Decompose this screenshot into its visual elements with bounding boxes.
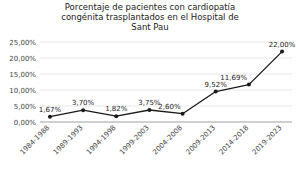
marks — [48, 50, 284, 119]
y-tick-label: 15,00% — [9, 71, 36, 79]
y-tick-label: 10,00% — [9, 87, 36, 95]
data-label: 9,52% — [205, 81, 228, 89]
grid-line — [40, 58, 292, 59]
x-tick-label: 1984-1988 — [19, 124, 52, 157]
marker — [81, 108, 85, 112]
x-tick-label: 1999-2003 — [118, 124, 151, 157]
grid-line — [40, 90, 292, 91]
marker — [247, 83, 251, 87]
title: Porcentaje de pacientes con cardiopatíac… — [61, 2, 239, 32]
marker — [181, 112, 185, 116]
data-label: 2,60% — [158, 103, 181, 111]
x-tick-label: 2004-2008 — [151, 124, 184, 157]
marker — [48, 115, 52, 119]
marker — [214, 90, 218, 94]
marker — [114, 114, 118, 118]
marker — [280, 50, 284, 54]
line — [50, 52, 282, 117]
title-line: Sant Pau — [131, 22, 168, 32]
data-label: 3,70% — [72, 99, 95, 107]
data-label: 22,00% — [269, 41, 296, 49]
y-tick-label: 5,00% — [14, 103, 37, 111]
grid-line — [40, 74, 292, 75]
title-line: Porcentaje de pacientes con cardiopatía — [65, 2, 235, 12]
x-tick-label: 1989-1993 — [52, 124, 85, 157]
x-axis-line — [40, 122, 292, 123]
y-tick-label: 0,00% — [14, 119, 37, 127]
y-tick-label: 25,00% — [9, 39, 36, 47]
x-tick-label: 2014-2018 — [218, 124, 251, 157]
data-label: 11,69% — [220, 74, 247, 82]
x-tick-label: 2019-2023 — [251, 124, 284, 157]
chart: Porcentaje de pacientes con cardiopatíac… — [0, 0, 300, 175]
title-line: congénita trasplantados en el Hospital d… — [61, 12, 239, 22]
x-tick-label: 2009-2013 — [185, 124, 218, 157]
y-tick-label: 20,00% — [9, 55, 36, 63]
data-label: 1,67% — [39, 106, 62, 114]
grid-line — [40, 122, 292, 123]
marker — [147, 108, 151, 112]
grid-line — [40, 42, 292, 43]
data-label: 1,82% — [105, 105, 128, 113]
x-tick-label: 1994-1998 — [85, 124, 118, 157]
